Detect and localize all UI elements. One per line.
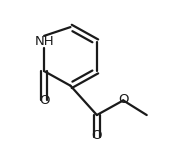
Text: O: O <box>92 129 102 142</box>
Text: O: O <box>119 93 129 106</box>
Text: NH: NH <box>34 35 54 48</box>
Text: O: O <box>39 94 50 107</box>
